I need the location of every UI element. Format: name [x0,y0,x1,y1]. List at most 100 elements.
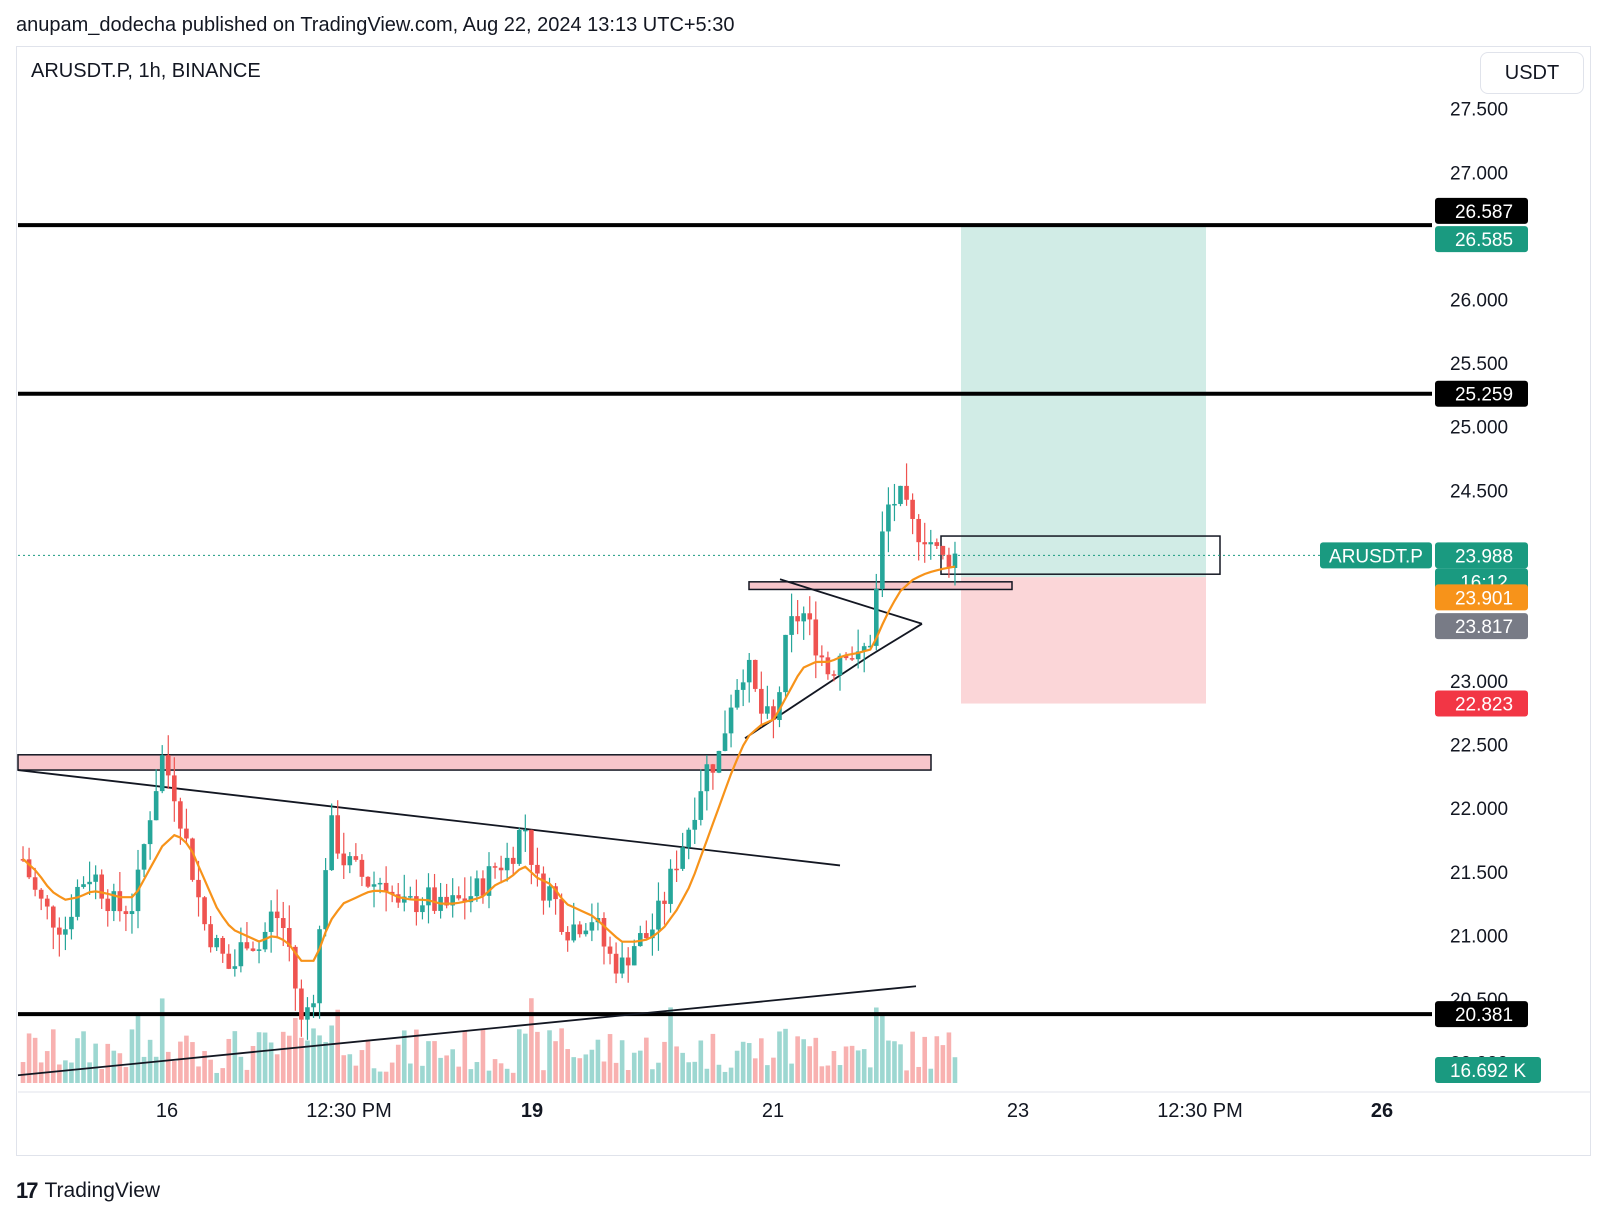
candle-body [389,891,395,895]
candle-body [329,815,334,871]
volume-bar [722,1071,728,1083]
volume-bar [341,1055,347,1083]
volume-bar [637,1050,643,1083]
candle [305,997,310,1040]
tradingview-logo[interactable]: 17 TradingView [16,1178,160,1204]
candle [153,769,159,821]
symbol-tag-label: ARUSDT.P [1329,546,1423,567]
candle [190,837,195,882]
candle-body [123,911,129,915]
price-tag-last_price: 23.988 [1435,542,1528,569]
volume-bar [329,1025,334,1083]
candle-body [377,882,383,885]
candle [861,642,867,673]
volume-bar [831,1051,837,1083]
volume-bar [480,1029,486,1083]
volume-bar [262,1032,268,1083]
candle-body [365,876,371,887]
candle-body [341,853,347,866]
candle-body [335,815,341,854]
candle [274,889,280,939]
candle [347,852,353,874]
candle-body [880,531,885,589]
candle-body [81,884,86,887]
candle-body [401,896,407,903]
candle [141,843,147,878]
volume-bar [256,1032,262,1083]
candle-body [728,707,734,734]
volume-bar [716,1064,722,1083]
volume-bar [456,1066,462,1083]
candle [746,652,752,703]
volume-bar [607,1034,613,1083]
price-tag-bg [1435,197,1528,224]
candle [202,896,207,931]
candle [692,797,698,844]
candle-body [892,503,897,506]
volume-bar [196,1066,201,1083]
y-tick-label: 21.000 [1450,926,1508,947]
candle [317,925,322,1019]
candle-body [63,929,68,935]
volume-bar [414,1029,419,1083]
volume-bar [686,1062,692,1083]
candle [123,905,129,932]
candle-body [208,924,213,948]
candle [81,876,86,889]
candle [613,942,619,984]
volume-bar [631,1052,637,1083]
candle-body [625,957,631,966]
price-tag-label: 23.901 [1455,588,1513,609]
volume-bar [123,1067,129,1083]
volume-bar [619,1040,625,1083]
volume-bar [444,1055,449,1083]
price-tag-label: 25.259 [1455,385,1513,406]
volume-bar [432,1041,437,1083]
candle-body [843,655,849,659]
candle [892,483,897,522]
volume-bar [553,1041,558,1083]
volume-bar [692,1061,698,1083]
candle [250,941,256,952]
candle-body [855,651,861,660]
candle [208,916,213,953]
candle [625,947,631,983]
volume-bar [613,1062,619,1083]
price-tags-layer: 26.58726.58525.25923.98816:1223.90123.81… [1320,197,1541,1083]
candle [783,634,788,700]
volume-bar [226,1038,232,1083]
candle-body [299,988,304,1020]
candle [565,926,570,952]
candle-body [746,659,752,683]
price-tag-target: 26.585 [1435,226,1528,253]
candle [777,686,782,728]
candle-body [75,886,80,917]
candle [408,886,413,899]
volume-bar [274,1054,280,1083]
candle-body [795,616,800,622]
volume-bar [807,1046,813,1083]
x-tick-label: 16 [156,1100,178,1122]
candle-body [432,887,437,911]
price-tag-label: 26.585 [1455,230,1513,251]
currency-button[interactable]: USDT [1480,52,1584,94]
price-tag-bg [1435,613,1528,640]
volume-bar [837,1065,843,1083]
volume-bar [408,1063,413,1083]
candle-body [383,882,389,892]
volume-bar [759,1038,764,1083]
x-tick-label: 23 [1007,1100,1029,1122]
volume-bar [468,1069,474,1083]
candle-body [849,658,855,660]
candle-body [408,896,413,898]
candle [595,902,601,931]
candle [813,601,819,679]
candle [256,940,262,964]
symbol-legend[interactable]: ARUSDT.P, 1h, BINANCE [31,60,261,82]
y-tick-label: 26.000 [1450,290,1508,311]
last-price-symbol-tag: ARUSDT.P [1320,542,1432,569]
candle [262,922,268,953]
candle [395,882,401,908]
volume-bar [474,1062,480,1083]
